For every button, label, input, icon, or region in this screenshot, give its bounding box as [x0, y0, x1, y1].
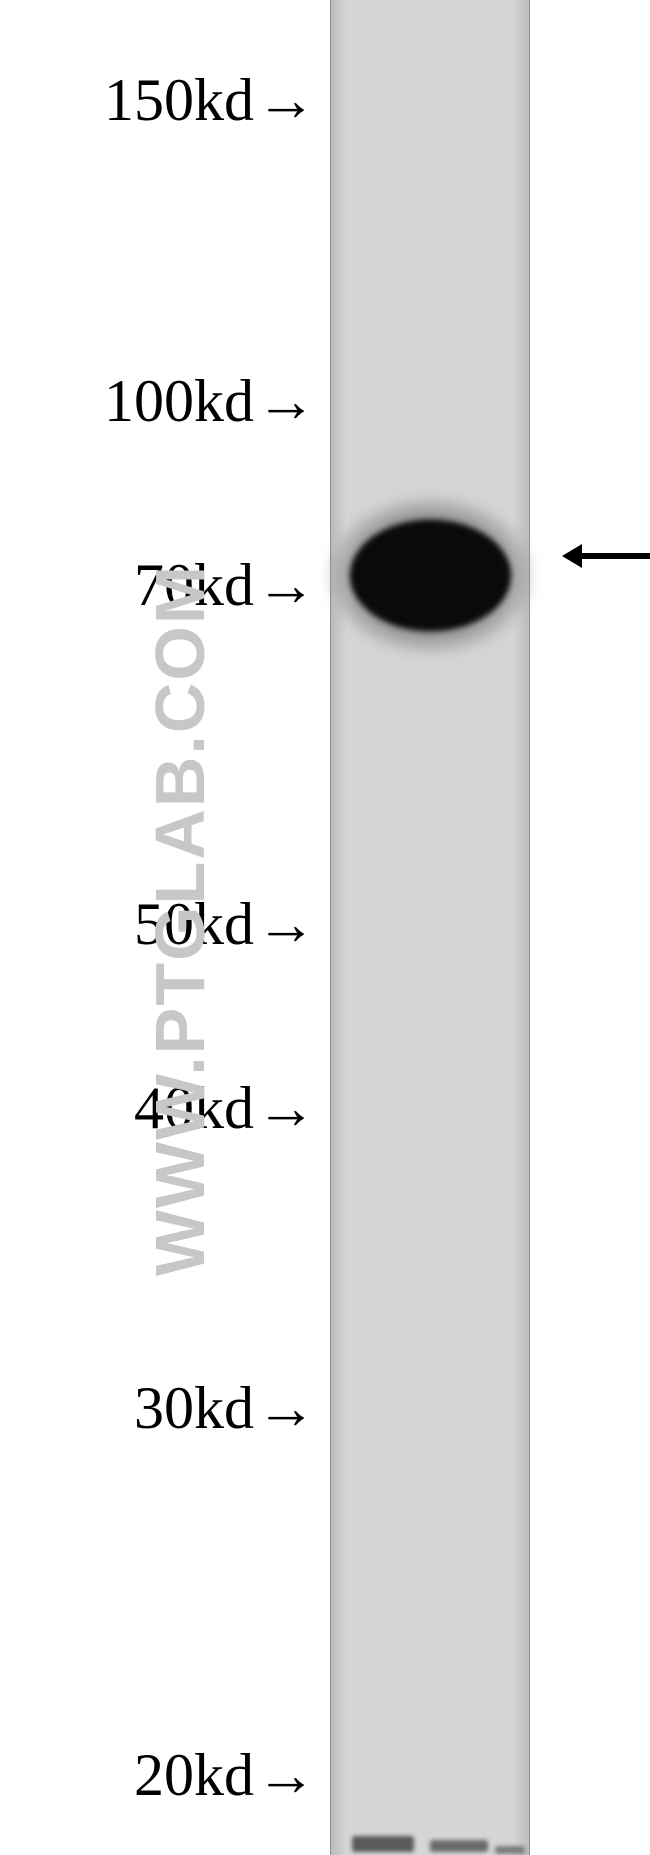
mw-marker-label: 40kd — [134, 1074, 254, 1143]
mw-marker: 20kd→ — [134, 1739, 316, 1811]
mw-marker-label: 20kd — [134, 1741, 254, 1810]
mw-marker: 40kd→ — [134, 1072, 316, 1144]
lane-edge-smudge — [352, 1836, 414, 1852]
target-arrow-icon — [560, 532, 650, 580]
mw-marker: 100kd→ — [104, 365, 316, 437]
lane-edge-smudge — [430, 1840, 488, 1852]
arrow-right-icon: → — [256, 1741, 316, 1810]
mw-marker-label: 70kd — [134, 551, 254, 620]
lane-edge-smudge — [495, 1846, 525, 1854]
mw-marker: 70kd→ — [134, 549, 316, 621]
mw-marker: 50kd→ — [134, 888, 316, 960]
arrow-right-icon: → — [256, 367, 316, 436]
mw-marker: 30kd→ — [134, 1372, 316, 1444]
mw-marker-label: 30kd — [134, 1374, 254, 1443]
arrow-right-icon: → — [256, 551, 316, 620]
mw-marker-label: 50kd — [134, 890, 254, 959]
protein-band — [350, 520, 511, 631]
mw-marker-label: 150kd — [104, 66, 254, 135]
arrow-right-icon: → — [256, 66, 316, 135]
mw-marker: 150kd→ — [104, 64, 316, 136]
blot-figure: 150kd→100kd→70kd→50kd→40kd→30kd→20kd→ WW… — [0, 0, 650, 1855]
arrow-right-icon: → — [256, 1374, 316, 1443]
arrow-right-icon: → — [256, 890, 316, 959]
blot-lane — [330, 0, 530, 1855]
mw-marker-label: 100kd — [104, 367, 254, 436]
arrow-right-icon: → — [256, 1074, 316, 1143]
